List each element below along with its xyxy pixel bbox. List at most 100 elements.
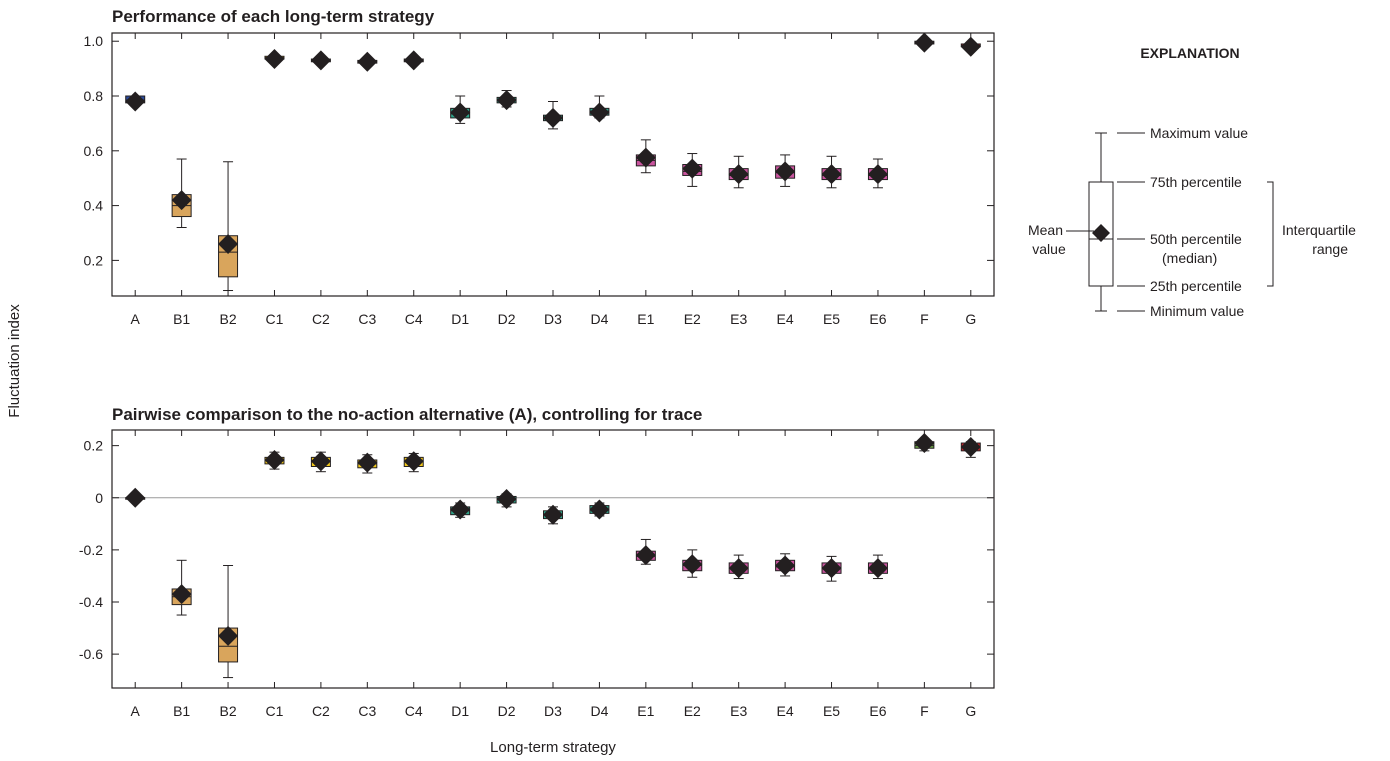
x-tick-label: D4 — [590, 703, 608, 719]
mean-marker — [682, 158, 703, 179]
mean-marker — [821, 164, 842, 185]
legend-p75-label: 75th percentile — [1150, 174, 1242, 190]
x-tick-label: B2 — [219, 703, 236, 719]
x-tick-label: B2 — [219, 311, 236, 327]
legend-mean-label-2: value — [1032, 241, 1066, 257]
mean-marker — [264, 49, 285, 70]
mean-marker — [543, 504, 563, 525]
top-plot-frame — [111, 32, 995, 297]
mean-marker — [635, 147, 656, 168]
x-tick-label: E6 — [869, 311, 886, 327]
y-tick-label: -0.6 — [79, 646, 103, 662]
mean-marker — [543, 107, 563, 128]
x-tick-label: D3 — [544, 311, 562, 327]
mean-marker — [914, 32, 935, 53]
x-tick-label: D2 — [498, 703, 516, 719]
legend-iqr-label: Interquartile — [1282, 222, 1356, 238]
mean-marker — [125, 487, 146, 508]
mean-marker — [171, 584, 192, 605]
x-tick-label: C4 — [405, 311, 423, 327]
y-tick-label: 0 — [95, 490, 103, 506]
x-tick-label: C2 — [312, 703, 330, 719]
mean-marker — [821, 558, 842, 579]
x-tick-label: C1 — [266, 703, 284, 719]
mean-marker — [775, 555, 796, 576]
iqr-bracket — [1267, 181, 1274, 287]
x-tick-label: G — [965, 311, 976, 327]
x-tick-label: C3 — [358, 703, 376, 719]
mean-marker — [682, 554, 703, 575]
y-tick-label: 1.0 — [84, 33, 104, 49]
y-tick-label: -0.4 — [79, 594, 103, 610]
mean-marker — [496, 90, 517, 111]
x-tick-label: C1 — [266, 311, 284, 327]
top-panel: Performance of each long-term strategy 1… — [84, 7, 995, 327]
mean-marker — [589, 102, 610, 123]
mean-marker — [310, 451, 331, 472]
y-tick-label: 0.8 — [84, 88, 104, 104]
x-tick-label: D3 — [544, 703, 562, 719]
x-tick-label: C3 — [358, 311, 376, 327]
mean-marker — [310, 50, 331, 71]
mean-marker — [450, 102, 471, 123]
legend-mean-label: Mean — [1028, 222, 1063, 238]
x-tick-label: D4 — [590, 311, 608, 327]
mean-marker — [960, 36, 981, 57]
y-axis-label: Fluctuation index — [6, 304, 23, 418]
y-tick-label: -0.2 — [79, 542, 103, 558]
legend-iqr-label-2: range — [1312, 241, 1348, 257]
mean-marker — [589, 499, 610, 520]
mean-marker — [867, 558, 888, 579]
x-tick-label: E1 — [637, 311, 654, 327]
x-tick-label: E4 — [777, 311, 794, 327]
x-tick-label: E2 — [684, 703, 701, 719]
mean-marker — [867, 164, 888, 185]
x-tick-label: E6 — [869, 703, 886, 719]
legend-median-label: (median) — [1162, 250, 1217, 266]
mean-marker — [218, 625, 239, 646]
top-panel-title: Performance of each long-term strategy — [112, 7, 435, 26]
mean-marker — [403, 451, 424, 472]
explanation-legend: EXPLANATION Maximum value 75th percentil… — [1028, 45, 1356, 319]
mean-marker — [728, 558, 749, 579]
legend-p25-label: 25th percentile — [1150, 278, 1242, 294]
x-tick-label: E5 — [823, 703, 840, 719]
x-tick-label: D1 — [451, 311, 469, 327]
mean-marker — [728, 164, 749, 185]
x-tick-label: F — [920, 311, 929, 327]
legend-mean-diamond — [1092, 224, 1110, 242]
x-tick-label: E1 — [637, 703, 654, 719]
mean-marker — [357, 452, 378, 473]
x-tick-label: C4 — [405, 703, 423, 719]
x-tick-label: E2 — [684, 311, 701, 327]
x-axis-label: Long-term strategy — [490, 739, 616, 756]
x-tick-label: E4 — [777, 703, 794, 719]
mean-marker — [125, 91, 146, 112]
mean-marker — [496, 489, 517, 510]
mean-marker — [264, 449, 285, 470]
y-tick-label: 0.2 — [84, 252, 104, 268]
legend-max-label: Maximum value — [1150, 125, 1248, 141]
bottom-panel: Pairwise comparison to the no-action alt… — [79, 405, 995, 719]
x-tick-label: B1 — [173, 311, 190, 327]
y-tick-label: 0.2 — [84, 438, 104, 454]
mean-marker — [960, 436, 981, 457]
mean-marker — [914, 433, 935, 454]
bottom-plot-frame — [111, 429, 995, 689]
mean-marker — [403, 50, 424, 71]
x-tick-label: G — [965, 703, 976, 719]
x-tick-label: D2 — [498, 311, 516, 327]
x-tick-label: B1 — [173, 703, 190, 719]
x-tick-label: E3 — [730, 311, 747, 327]
mean-marker — [357, 51, 378, 72]
x-tick-label: A — [131, 703, 141, 719]
mean-marker — [635, 545, 656, 566]
x-tick-label: D1 — [451, 703, 469, 719]
legend-min-label: Minimum value — [1150, 303, 1244, 319]
mean-marker — [218, 233, 239, 254]
mean-marker — [171, 190, 192, 211]
x-tick-label: A — [131, 311, 141, 327]
y-tick-label: 0.4 — [84, 198, 104, 214]
bottom-panel-title: Pairwise comparison to the no-action alt… — [112, 405, 702, 424]
